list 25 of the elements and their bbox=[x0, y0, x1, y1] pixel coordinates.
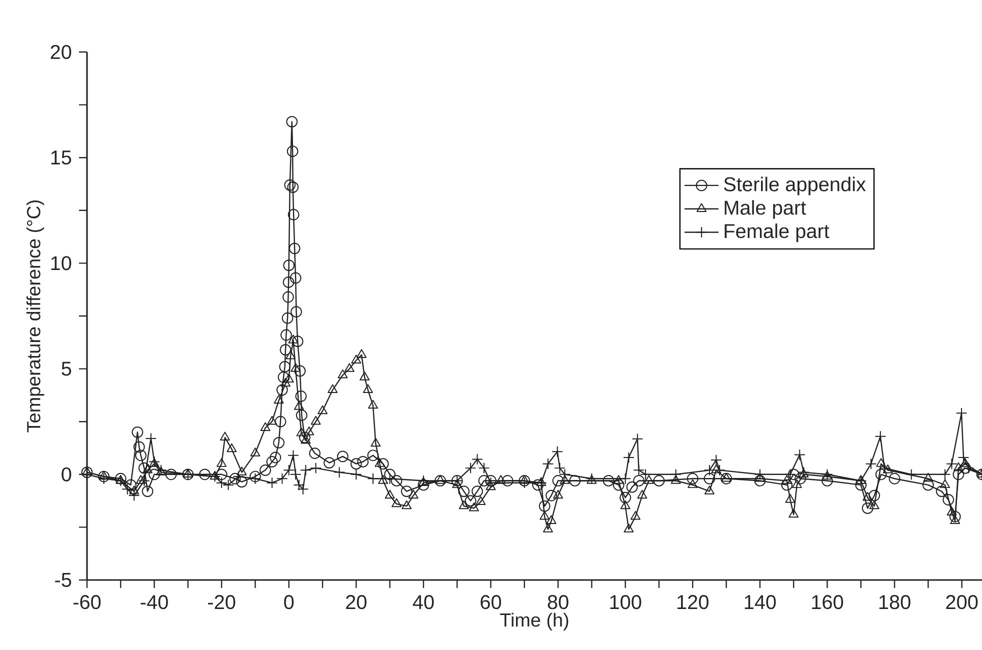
x-tick-label: 140 bbox=[744, 595, 776, 610]
x-tick-label: 0 bbox=[284, 595, 294, 610]
x-tick-label: 80 bbox=[548, 595, 568, 610]
y-axis-title: Temperature difference (°C) bbox=[26, 200, 44, 432]
x-tick-label: 200 bbox=[946, 595, 978, 610]
legend-label: Female part bbox=[724, 224, 830, 242]
x-axis-title: Time (h) bbox=[500, 612, 568, 630]
y-tick-label: 10 bbox=[51, 256, 72, 270]
x-tick-label: 40 bbox=[412, 595, 434, 610]
x-tick-label: 120 bbox=[678, 595, 708, 610]
x-tick-label: 60 bbox=[480, 595, 502, 610]
y-tick-label: 20 bbox=[50, 44, 72, 60]
x-tick-label: -60 bbox=[73, 595, 101, 610]
x-tick-label: 20 bbox=[346, 595, 366, 610]
y-tick-label: -5 bbox=[55, 573, 72, 587]
legend-label: Sterile appendix bbox=[724, 176, 866, 196]
x-tick-label: 100 bbox=[610, 595, 642, 610]
y-tick-label: 5 bbox=[62, 362, 72, 376]
legend-label: Male part bbox=[724, 200, 806, 219]
x-tick-label: -20 bbox=[208, 595, 236, 610]
x-tick-label: 180 bbox=[879, 595, 910, 610]
y-tick-label: 15 bbox=[51, 150, 72, 165]
x-tick-label: -40 bbox=[140, 595, 168, 610]
x-tick-label: 160 bbox=[812, 595, 844, 610]
y-tick-label: 0 bbox=[62, 467, 72, 482]
